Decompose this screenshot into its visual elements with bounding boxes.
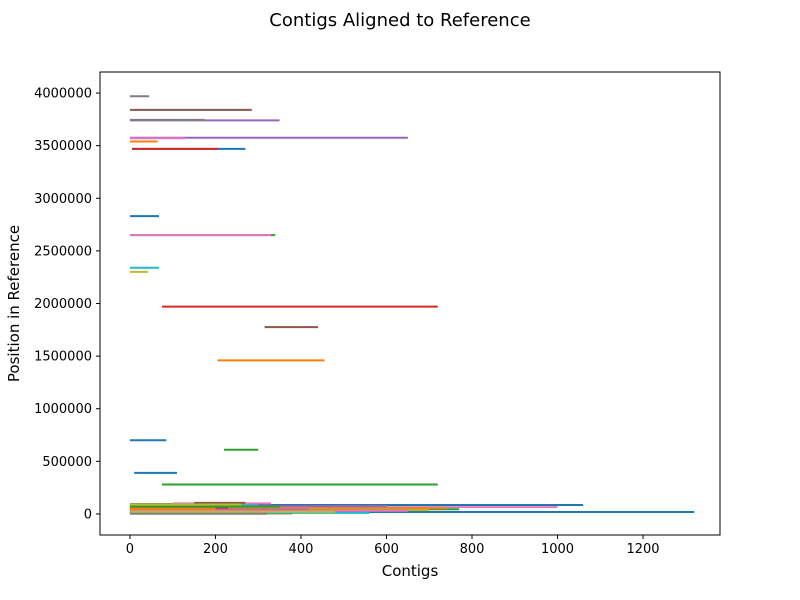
x-tick-label: 800 (460, 542, 485, 557)
x-tick-label: 600 (374, 542, 399, 557)
x-tick-label: 1000 (541, 542, 574, 557)
y-tick-label: 0 (84, 507, 92, 522)
y-tick-label: 3000000 (34, 192, 92, 207)
y-tick-label: 4000000 (34, 87, 92, 102)
x-tick-label: 400 (289, 542, 314, 557)
x-tick-label: 1200 (626, 542, 659, 557)
y-axis-label: Position in Reference (5, 225, 23, 382)
x-tick-label: 0 (126, 542, 134, 557)
chart-title: Contigs Aligned to Reference (269, 10, 530, 31)
y-tick-label: 1500000 (34, 350, 92, 365)
segments-layer (129, 95, 695, 515)
x-axis-label: Contigs (382, 562, 439, 580)
y-tick-label: 1000000 (34, 402, 92, 417)
x-axis-ticks: 0 200 400 600 800 1000 1200 (126, 535, 660, 557)
plot-area (100, 72, 720, 535)
y-axis-ticks: 0 500000 1000000 1500000 2000000 2500000 30000… (34, 87, 100, 522)
x-tick-label: 200 (203, 542, 228, 557)
y-tick-label: 2500000 (34, 244, 92, 259)
y-tick-label: 2000000 (34, 297, 92, 312)
y-tick-label: 3500000 (34, 139, 92, 154)
y-tick-label: 500000 (42, 455, 92, 470)
